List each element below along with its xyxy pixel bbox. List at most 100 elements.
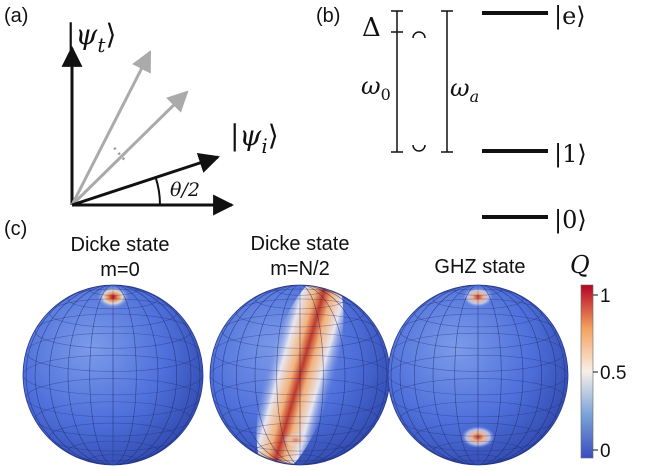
sphere-latitude-line — [388, 354, 568, 396]
virtual-level-upper — [412, 31, 426, 39]
sphere-longitude-line — [454, 285, 502, 465]
intermediate-vector-1 — [70, 50, 152, 206]
sphere-longitude-line — [89, 285, 137, 465]
ket-initial-close: ⟩ — [268, 119, 279, 152]
sphere-latitude-line — [254, 440, 346, 462]
sphere-3-north-peak — [463, 287, 493, 307]
sphere-1-title-line1: Dicke state — [71, 234, 170, 256]
sphere-latitude-line — [432, 440, 524, 462]
sphere-latitude-line — [23, 354, 203, 396]
ket-target-sub: t — [97, 33, 106, 57]
sphere-dicke-mN2 — [209, 284, 391, 466]
sphere-3-outline — [387, 284, 569, 466]
ket-target-psi: |ψ — [66, 18, 98, 51]
sphere-2-title-line1: Dicke state — [251, 233, 350, 255]
level-e-label: |e⟩ — [554, 2, 586, 31]
sphere-2-overlay — [210, 285, 390, 465]
colorbar: Q 1 0.5 0 — [570, 251, 626, 462]
sphere-longitude-line — [212, 285, 388, 465]
level-1-label: |1⟩ — [554, 140, 587, 169]
sphere-3-title-line1: GHZ state — [434, 256, 525, 278]
omegaa-symbol: ω — [450, 74, 470, 102]
sphere-1-outline — [22, 284, 204, 466]
initial-state-vector — [71, 152, 220, 207]
sphere-longitude-line — [49, 285, 177, 465]
sphere-latitude-line — [414, 298, 542, 328]
sphere-longitude-line — [25, 285, 201, 465]
sphere-longitude-line — [276, 285, 324, 465]
colorbar-title: Q — [570, 251, 590, 279]
sphere-1-title-line2: m=0 — [100, 259, 139, 281]
sphere-3-body — [388, 285, 568, 465]
sphere-latitude-line — [254, 288, 346, 310]
sphere-2-grid — [210, 285, 390, 465]
sphere-longitude-line — [477, 285, 479, 465]
ket-initial-sub: i — [261, 134, 267, 158]
panel-a-label: (a) — [4, 5, 28, 27]
colorbar-tick-label-1: 1 — [600, 286, 611, 307]
sphere-latitude-line — [34, 401, 192, 437]
sphere-longitude-line — [67, 285, 159, 465]
sphere-longitude-line — [432, 285, 524, 465]
panel-c: (c) Dicke state m=0 Dicke state m=N/2 GH… — [4, 218, 626, 466]
sphere-longitude-line — [454, 285, 502, 465]
sphere-latitude-line — [221, 313, 379, 349]
sphere-longitude-line — [254, 285, 346, 465]
sphere-latitude-line — [67, 288, 159, 310]
ket-initial-psi: |ψ — [230, 119, 262, 152]
sphere-longitude-line — [25, 285, 201, 465]
sphere-latitude-line — [236, 422, 364, 452]
sphere-longitude-line — [414, 285, 542, 465]
sphere-longitude-line — [89, 285, 137, 465]
sphere-latitude-line — [432, 288, 524, 310]
sphere-latitude-line — [67, 440, 159, 462]
sphere-longitude-line — [299, 285, 301, 465]
level-0-label: |0⟩ — [554, 206, 587, 235]
sphere-latitude-line — [399, 401, 557, 437]
sphere-2-title-line2: m=N/2 — [270, 258, 329, 280]
sphere-latitude-line — [49, 422, 177, 452]
sphere-latitude-line — [414, 422, 542, 452]
sphere-ghz — [387, 284, 569, 466]
sphere-latitude-line — [49, 298, 177, 328]
sphere-latitude-line — [399, 313, 557, 349]
panel-b-label: (b) — [316, 5, 340, 27]
panel-c-label: (c) — [4, 218, 27, 240]
sphere-2-ring-band — [256, 285, 344, 465]
sphere-longitude-line — [221, 285, 379, 465]
sphere-longitude-line — [414, 285, 542, 465]
virtual-level-lower — [412, 144, 426, 152]
sphere-longitude-line — [212, 285, 388, 465]
sphere-latitude-line — [236, 298, 364, 328]
ket-target: |ψt⟩ — [66, 18, 116, 57]
sphere-longitude-line — [390, 285, 566, 465]
delta-label: Δ — [362, 13, 381, 43]
panel-a: (a) ⋯ θ/2 |ψt⟩ |ψi⟩ — [4, 5, 279, 216]
omegaa-label: ωa — [450, 74, 479, 106]
sphere-latitude-line — [221, 401, 379, 437]
sphere-longitude-line — [67, 285, 159, 465]
sphere-dicke-m0 — [22, 284, 204, 466]
sphere-2-south-hint — [282, 432, 310, 448]
sphere-longitude-line — [112, 285, 114, 465]
sphere-longitude-line — [49, 285, 177, 465]
sphere-3-overlay — [388, 285, 568, 465]
colorbar-tick-label-0: 0 — [600, 441, 611, 462]
sphere-3-south-peak — [461, 426, 495, 448]
omega0-sub: 0 — [381, 85, 391, 104]
intermediate-dots: ⋯ — [104, 138, 135, 169]
omegaa-sub: a — [470, 87, 480, 106]
sphere-longitude-line — [236, 285, 364, 465]
angle-arc — [154, 176, 162, 206]
sphere-longitude-line — [276, 285, 324, 465]
omega0-symbol: ω — [361, 72, 381, 100]
angle-label: θ/2 — [170, 179, 200, 201]
sphere-latitude-line — [210, 354, 390, 396]
sphere-longitude-line — [34, 285, 192, 465]
sphere-longitude-line — [221, 285, 379, 465]
panel-b: (b) Δ ω0 ωa |e⟩ |1⟩ |0⟩ — [316, 2, 587, 235]
sphere-3-grid — [388, 285, 568, 465]
sphere-longitude-line — [399, 285, 557, 465]
sphere-longitude-line — [399, 285, 557, 465]
